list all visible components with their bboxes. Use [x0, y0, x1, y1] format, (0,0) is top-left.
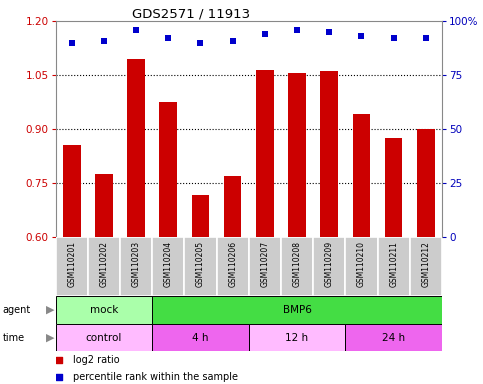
- Bar: [95, 174, 113, 237]
- Bar: [56, 296, 152, 324]
- Bar: [192, 195, 209, 237]
- Bar: [378, 237, 410, 296]
- Text: GDS2571 / 11913: GDS2571 / 11913: [132, 7, 250, 20]
- Point: [261, 31, 269, 37]
- Text: ▶: ▶: [46, 333, 55, 343]
- Bar: [159, 102, 177, 237]
- Text: BMP6: BMP6: [283, 305, 312, 315]
- Point: [293, 26, 301, 33]
- Text: ▶: ▶: [46, 305, 55, 315]
- Text: mock: mock: [90, 305, 118, 315]
- Bar: [385, 138, 402, 237]
- Point: [422, 35, 430, 41]
- Text: agent: agent: [2, 305, 30, 315]
- Bar: [63, 145, 81, 237]
- Text: GSM110208: GSM110208: [293, 241, 301, 287]
- Point: [132, 26, 140, 33]
- Text: log2 ratio: log2 ratio: [73, 356, 120, 366]
- Bar: [320, 71, 338, 237]
- Bar: [56, 237, 88, 296]
- Bar: [249, 237, 281, 296]
- Text: GSM110203: GSM110203: [131, 241, 141, 288]
- Text: GSM110212: GSM110212: [421, 241, 430, 287]
- Point: [68, 40, 75, 46]
- Point: [56, 374, 63, 380]
- Bar: [152, 324, 249, 351]
- Text: time: time: [2, 333, 25, 343]
- Point: [56, 358, 63, 364]
- Bar: [120, 237, 152, 296]
- Bar: [353, 114, 370, 237]
- Bar: [281, 237, 313, 296]
- Bar: [345, 237, 378, 296]
- Text: GSM110202: GSM110202: [99, 241, 108, 287]
- Text: GSM110210: GSM110210: [357, 241, 366, 287]
- Text: GSM110207: GSM110207: [260, 241, 270, 288]
- Bar: [152, 237, 185, 296]
- Bar: [417, 129, 435, 237]
- Text: control: control: [85, 333, 122, 343]
- Bar: [256, 70, 274, 237]
- Bar: [224, 175, 242, 237]
- Text: GSM110201: GSM110201: [67, 241, 76, 287]
- Text: GSM110206: GSM110206: [228, 241, 237, 288]
- Bar: [345, 324, 442, 351]
- Point: [229, 37, 237, 43]
- Text: 24 h: 24 h: [382, 333, 405, 343]
- Bar: [88, 237, 120, 296]
- Bar: [288, 73, 306, 237]
- Text: 12 h: 12 h: [285, 333, 309, 343]
- Text: GSM110211: GSM110211: [389, 241, 398, 287]
- Point: [100, 37, 108, 43]
- Point: [326, 29, 333, 35]
- Bar: [127, 59, 145, 237]
- Bar: [249, 324, 345, 351]
- Text: GSM110204: GSM110204: [164, 241, 173, 288]
- Point: [390, 35, 398, 41]
- Bar: [216, 237, 249, 296]
- Point: [197, 40, 204, 46]
- Bar: [56, 324, 152, 351]
- Text: GSM110209: GSM110209: [325, 241, 334, 288]
- Bar: [185, 237, 216, 296]
- Bar: [410, 237, 442, 296]
- Text: 4 h: 4 h: [192, 333, 209, 343]
- Text: percentile rank within the sample: percentile rank within the sample: [73, 372, 238, 382]
- Point: [357, 33, 365, 39]
- Bar: [313, 237, 345, 296]
- Bar: [152, 296, 442, 324]
- Point: [164, 35, 172, 41]
- Text: GSM110205: GSM110205: [196, 241, 205, 288]
